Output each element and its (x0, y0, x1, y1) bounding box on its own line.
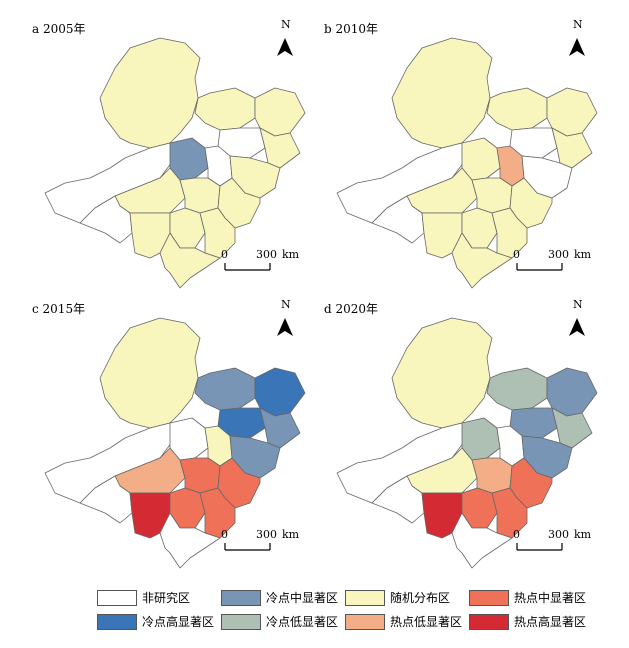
region-ne1 (194, 367, 256, 411)
scale-unit: km (574, 248, 592, 261)
map-2010 (336, 37, 598, 289)
region-mid1 (461, 417, 501, 461)
scale-unit: km (574, 528, 592, 541)
map-2020 (336, 317, 598, 569)
legend-label: 冷点高显著区 (142, 615, 215, 629)
legend-label: 热点高显著区 (514, 615, 587, 629)
scale-max: 300 (256, 248, 277, 261)
region-ne2 (254, 367, 306, 417)
region-s1 (179, 177, 221, 214)
panel-label: a 2005年 (32, 22, 86, 36)
panel-label: b 2010年 (324, 22, 379, 36)
map-2015 (44, 317, 306, 569)
legend-swatch (221, 590, 261, 606)
region-ne2 (546, 367, 598, 417)
region-ne2 (546, 87, 598, 137)
scale-zero: 0 (513, 248, 520, 261)
north-arrow-icon (569, 318, 585, 336)
region-s1 (471, 457, 513, 494)
legend-label: 热点低显著区 (390, 615, 463, 629)
legend-swatch (345, 590, 385, 606)
legend-label: 热点中显著区 (514, 591, 587, 605)
legend-label: 冷点中显著区 (266, 591, 339, 605)
region-mid1 (169, 417, 209, 461)
region-nw (99, 37, 201, 149)
scale-unit: km (282, 248, 300, 261)
scale-max: 300 (548, 248, 569, 261)
legend-label: 随机分布区 (390, 591, 451, 605)
region-s1 (471, 177, 513, 214)
panel-label: c 2015年 (32, 302, 86, 316)
map-2005 (44, 37, 306, 289)
north-label: N (573, 298, 583, 311)
scale-unit: km (282, 528, 300, 541)
scale-max: 300 (256, 528, 277, 541)
map-panel-2020: d 2020年 N 0 300 km (312, 298, 602, 588)
legend-swatch (469, 590, 509, 606)
north-arrow-icon (277, 38, 293, 56)
scale-zero: 0 (221, 248, 228, 261)
legend-swatch (469, 614, 509, 630)
legend-swatch (97, 614, 137, 630)
legend-swatch (97, 590, 137, 606)
region-mid1 (461, 137, 501, 181)
map-panel-2005: a 2005年 N 0 300 km (20, 18, 310, 308)
map-panel-2010: b 2010年 N 0 300 km (312, 18, 602, 308)
scale-zero: 0 (221, 528, 228, 541)
panel-label: d 2020年 (324, 302, 379, 316)
region-mid1 (169, 137, 209, 181)
north-arrow-icon (277, 318, 293, 336)
north-label: N (281, 18, 291, 31)
north-arrow-icon (569, 38, 585, 56)
region-ne1 (194, 87, 256, 131)
scale-max: 300 (548, 528, 569, 541)
region-nw (99, 317, 201, 429)
legend-label: 冷点低显著区 (266, 615, 339, 629)
map-panel-2015: c 2015年 N 0 300 km (20, 298, 310, 588)
legend-swatch (345, 614, 385, 630)
region-s1 (179, 457, 221, 494)
region-nw (391, 37, 493, 149)
region-nw (391, 317, 493, 429)
region-ne2 (254, 87, 306, 137)
legend: 非研究区 冷点中显著区 随机分布区 热点中显著区 冷点高显著区 冷点低显著区 热… (97, 588, 597, 634)
legend-label: 非研究区 (142, 591, 191, 605)
region-ne1 (486, 367, 548, 411)
region-ne1 (486, 87, 548, 131)
legend-swatch (221, 614, 261, 630)
scale-zero: 0 (513, 528, 520, 541)
north-label: N (573, 18, 583, 31)
north-label: N (281, 298, 291, 311)
